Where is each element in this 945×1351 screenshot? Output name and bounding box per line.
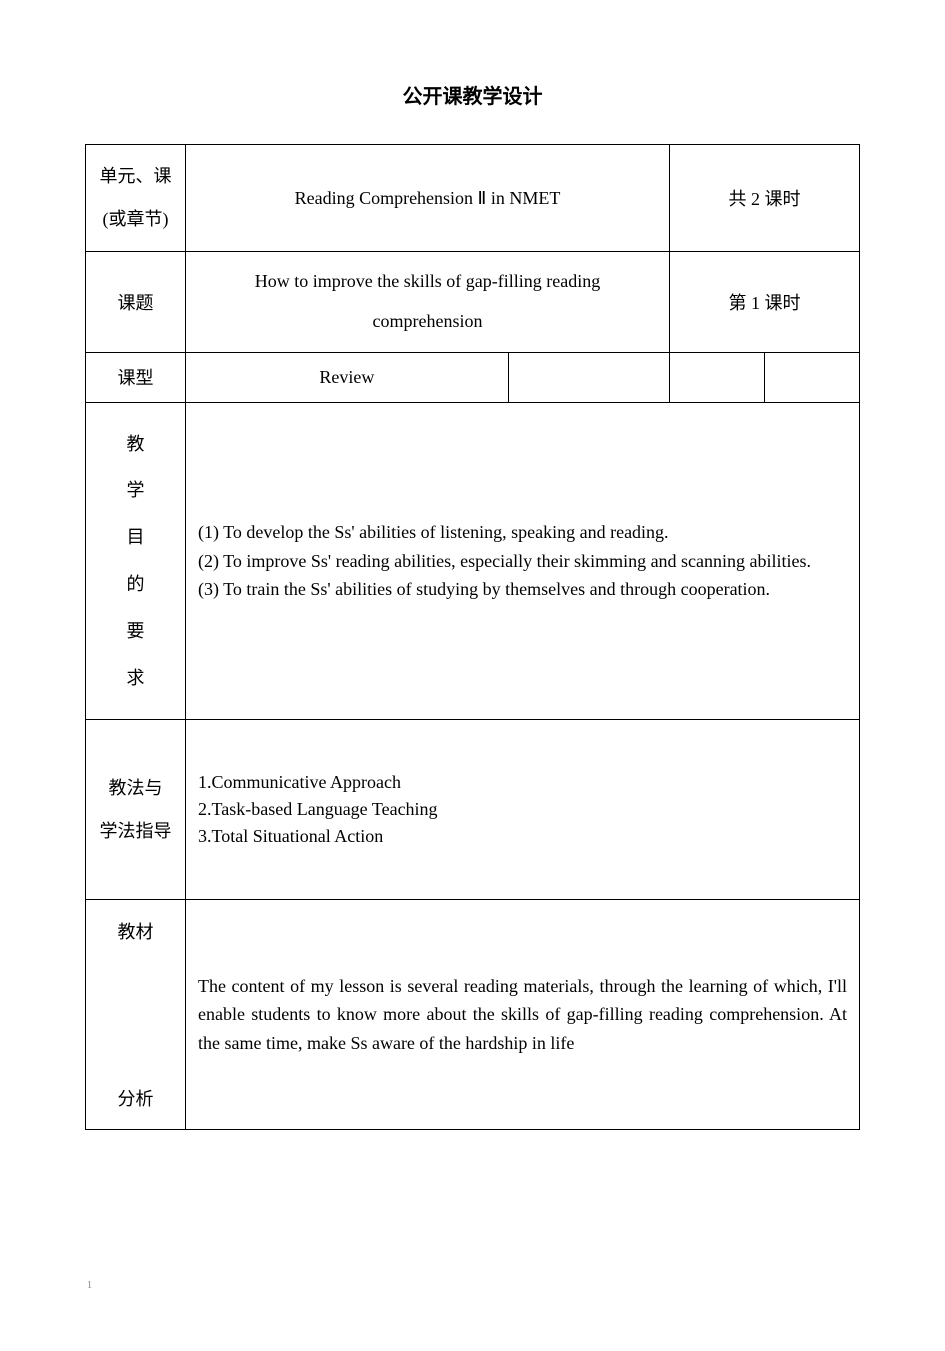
objective-3: (3) To train the Ss' abilities of studyi… <box>198 575 847 604</box>
unit-content: Reading Comprehension Ⅱ in NMET <box>186 145 670 252</box>
type-empty2 <box>670 352 765 402</box>
methods-content: 1.Communicative Approach 2.Task-based La… <box>186 720 860 900</box>
type-label: 课型 <box>86 352 186 402</box>
obj-char-3: 目 <box>98 514 173 561</box>
obj-char-6: 求 <box>98 655 173 702</box>
method-2: 2.Task-based Language Teaching <box>198 796 847 823</box>
type-empty1 <box>508 352 669 402</box>
type-row: 课型 Review <box>86 352 860 402</box>
objective-2: (2) To improve Ss' reading abilities, es… <box>198 547 847 576</box>
methods-row: 教法与 学法指导 1.Communicative Approach 2.Task… <box>86 720 860 900</box>
objective-1: (1) To develop the Ss' abilities of list… <box>198 518 847 547</box>
type-empty3 <box>765 352 860 402</box>
topic-row: 课题 How to improve the skills of gap-fill… <box>86 252 860 352</box>
topic-label: 课题 <box>86 252 186 352</box>
page-footer: 1 <box>85 1280 860 1291</box>
objectives-label: 教 学 目 的 要 求 <box>86 402 186 720</box>
unit-row: 单元、课(或章节) Reading Comprehension Ⅱ in NME… <box>86 145 860 252</box>
analysis-content: The content of my lesson is several read… <box>186 900 860 1130</box>
lesson-number: 第 1 课时 <box>670 252 860 352</box>
methods-label-2: 学法指导 <box>98 810 173 853</box>
analysis-label: 教材 分析 <box>86 900 186 1130</box>
type-content: Review <box>186 352 509 402</box>
method-1: 1.Communicative Approach <box>198 769 847 796</box>
objectives-content: (1) To develop the Ss' abilities of list… <box>186 402 860 720</box>
analysis-label-top: 教材 <box>86 918 185 944</box>
lesson-plan-table: 单元、课(或章节) Reading Comprehension Ⅱ in NME… <box>85 144 860 1130</box>
obj-char-2: 学 <box>98 467 173 514</box>
method-3: 3.Total Situational Action <box>198 823 847 850</box>
analysis-label-bottom: 分析 <box>86 1085 185 1111</box>
analysis-row: 教材 分析 The content of my lesson is severa… <box>86 900 860 1130</box>
methods-label-1: 教法与 <box>98 767 173 810</box>
objectives-row: 教 学 目 的 要 求 (1) To develop the Ss' abili… <box>86 402 860 720</box>
obj-char-4: 的 <box>98 561 173 608</box>
page-title: 公开课教学设计 <box>85 80 860 109</box>
methods-label: 教法与 学法指导 <box>86 720 186 900</box>
obj-char-1: 教 <box>98 421 173 468</box>
topic-content: How to improve the skills of gap-filling… <box>186 252 670 352</box>
unit-label: 单元、课(或章节) <box>86 145 186 252</box>
obj-char-5: 要 <box>98 608 173 655</box>
total-lessons: 共 2 课时 <box>670 145 860 252</box>
